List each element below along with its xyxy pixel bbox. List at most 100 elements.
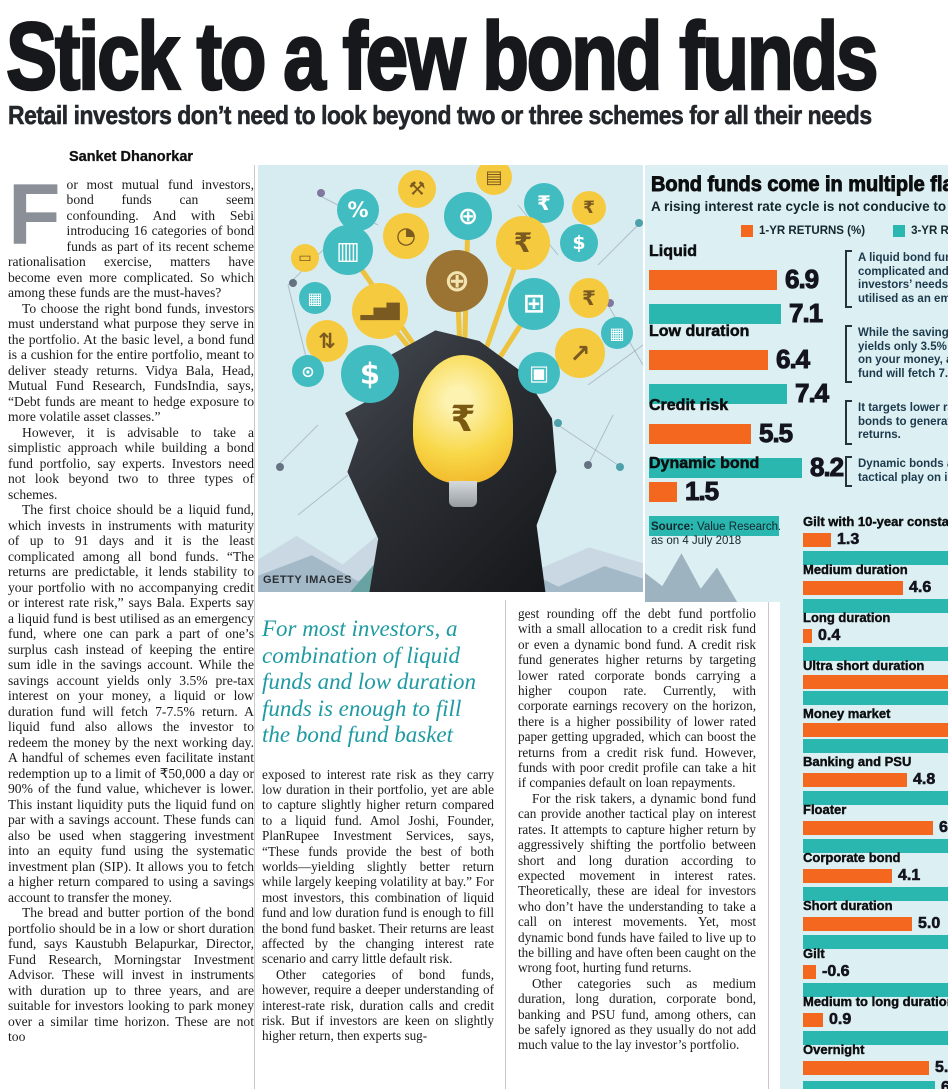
rupee-icon-3: ₹ [496,216,550,270]
bar-1yr [803,581,903,595]
bar-value: -0.6 [822,963,850,981]
bar-value: 5.5 [758,418,793,449]
rupee-symbol: ₹ [450,398,476,440]
annotation-text: Dynamic bonds also provide a tactical pl… [858,458,948,484]
bar-3yr [803,647,948,661]
chart-category-label: Banking and PSU [803,754,912,769]
bar-value: 6.0 [939,819,948,837]
bar-row-3yr [803,887,948,901]
building-icon: ▦ [299,282,331,314]
body-paragraph: For the risk takers, a dynamic bond fund… [518,790,756,976]
chart-category: Short duration 5.0 [803,898,948,949]
chart-category: Ultra short duration [803,658,948,705]
chart-category-label: Short duration [803,898,893,913]
bar-1yr [649,269,777,290]
article-column-3: gest rounding off the debt fund portfoli… [518,600,756,1089]
chart-annotation: It targets lower rating corporate bonds … [845,400,948,445]
bar-3yr [649,515,779,536]
chart-category: Money market [803,706,948,753]
chart-annotation: Dynamic bonds also provide a tactical pl… [845,456,948,487]
globe-stand-icon: ⊕ [444,192,492,240]
bar-row-3yr [803,983,948,997]
bracket-icon [845,400,852,445]
drop-cap: F [8,166,61,263]
source-label: Source: [651,521,694,533]
panel-mountain-decoration [645,553,738,602]
lightbulb-icon: ₹ [413,355,513,507]
bar-3yr [649,383,787,404]
body-paragraph: exposed to interest rate risk as they ca… [262,766,494,967]
bar-row-1yr: 5.0 [803,915,948,933]
chart-category-label: Corporate bond [803,850,901,865]
bar-1yr [803,821,933,835]
annotation-text: A liquid bond fund is the least complica… [858,252,948,305]
body-paragraph: The first choice should be a liquid fund… [8,502,254,905]
bar-row-1yr [803,675,948,689]
bar-3yr [803,839,948,853]
chart-category: Banking and PSU 4.8 [803,754,948,805]
page-title: Stick to a few bond funds [5,2,880,112]
bar-row-3yr: 7.1 [649,298,948,329]
chart-category: Corporate bond 4.1 [803,850,948,901]
chart-category: Medium duration 4.6 [803,562,948,613]
legend-label: 3-YR RETURNS (%) [911,225,948,237]
illustration: ₹ ⚒ ▤% ⊕ ₹ ₹ ◔ ▥ ▭ $ ₹ ⊕ ▦ ▂▅▇ ⊞ ₹ ⇅ ▦ ⊙ ↗ $ ▣ GETTY IMAGES [258,165,643,592]
chart-category-label: Gilt [803,946,825,961]
pull-quote: For most investors, a combination of liq… [262,616,477,747]
chart-category: Low duration 6.4 7.4 [649,323,948,412]
chart-subtitle: A rising interest rate cycle is not cond… [651,199,948,214]
chart-category: Medium to long duration 0.9 [803,994,948,1045]
bar-1yr [649,481,677,502]
bar-value: 4.8 [913,771,936,789]
chart-category: Overnight 5.8 6.1 [803,1042,948,1089]
cart-icon: ⊞ [508,278,560,330]
bar-row-1yr: 4.6 [803,579,948,597]
bar-1yr [803,723,948,737]
bar-row-3yr [803,935,948,949]
percent-icon: % [337,189,379,231]
bar-1yr [649,423,751,444]
article-column-2: For most investors, a combination of liq… [262,600,494,1089]
bar-value: 5.0 [918,915,941,933]
bar-row-1yr: 5.8 [803,1059,948,1077]
bar-3yr [649,457,802,478]
bar-row-1yr: 6.4 [649,344,948,375]
bar-row-1yr: 5.5 [649,418,948,449]
line-chart-icon: ↗ [555,328,605,378]
bar-row-3yr [803,691,948,705]
bar-value: 7.1 [788,298,823,329]
chart-category: Liquid 6.9 7.1 [649,243,948,332]
column-rule [505,600,506,1089]
chart-legend: 1-YR RETURNS (%) 3-YR RETURNS (%) [741,225,948,237]
chart-category: Floater 6.0 [803,802,948,853]
bank-icon: ▥ [323,225,373,275]
bar-value: 6.9 [784,264,819,295]
bar-row-1yr: 4.8 [803,771,948,789]
bar-value: 1.3 [837,531,860,549]
body-paragraph: Other categories such as medium duration… [518,975,756,1053]
bar-3yr [803,691,948,705]
chart-annotation: While the savings account yields only 3.… [845,325,948,383]
bar-3yr [803,551,948,565]
piggy-bank-icon: $ [341,345,399,403]
bar-1yr [803,773,907,787]
bracket-icon [845,456,852,487]
bar-3yr [649,303,781,324]
article-body-3: gest rounding off the debt fund portfoli… [518,606,756,1053]
column-rule [768,600,769,1089]
cheque-icon: ▭ [291,244,319,272]
chart-category-label: Credit risk [649,397,729,415]
legend-item-1yr: 1-YR RETURNS (%) [741,225,865,237]
bar-1yr [803,869,892,883]
annotation-text: While the savings account yields only 3.… [858,327,948,380]
bar-3yr [803,599,948,613]
bar-1yr [803,533,831,547]
bar-value: 6.4 [775,344,810,375]
bar-value: 0.4 [818,627,841,645]
bar-row-1yr: -0.6 [803,963,948,981]
clock-icon: ⊙ [292,355,324,387]
body-paragraph: To choose the right bond funds, investor… [8,300,254,425]
pie-chart-icon: ◔ [383,213,429,259]
bar-row-3yr: 7.4 [649,378,948,409]
